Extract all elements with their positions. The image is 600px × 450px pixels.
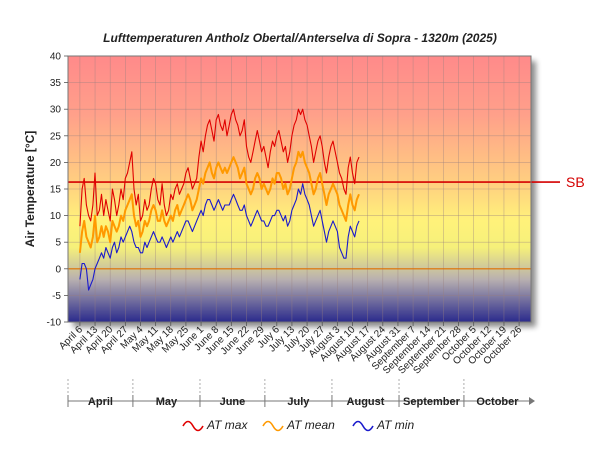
legend-swatch <box>182 420 204 432</box>
month-axis: April May June July August September October <box>67 379 535 408</box>
month-label: April <box>88 396 113 408</box>
legend-swatch <box>262 420 284 432</box>
y-tick-label: 5 <box>55 238 61 249</box>
y-tick-label: -10 <box>47 318 62 329</box>
y-tick-label: 25 <box>50 131 62 142</box>
y-tick-label: 40 <box>50 52 62 63</box>
series-lines <box>78 108 360 291</box>
month-label: October <box>476 396 519 408</box>
reference-lines <box>68 181 560 270</box>
month-label: June <box>220 396 246 408</box>
y-tick-label: 0 <box>55 264 61 275</box>
y-tick-label: 20 <box>50 158 62 169</box>
series-at-mean <box>78 150 360 253</box>
legend: AT max AT mean AT min <box>182 418 414 432</box>
legend-entry: AT max <box>206 418 248 432</box>
chart-title: Lufttemperaturen Antholz Obertal/Anterse… <box>103 31 497 45</box>
reference-line-label: SB <box>566 174 585 190</box>
month-label: May <box>156 396 178 408</box>
y-tick-label: 10 <box>50 211 62 222</box>
legend-entry: AT min <box>376 418 414 432</box>
y-tick-label: 35 <box>50 78 62 89</box>
y-tick-label: -5 <box>52 291 61 302</box>
month-label: August <box>347 396 385 408</box>
y-axis: -10 -5 0 5 10 15 20 25 30 35 40 <box>47 52 68 329</box>
month-label: September <box>403 396 461 408</box>
month-axis-arrow <box>529 397 535 405</box>
series-at-min <box>79 183 360 291</box>
legend-swatch <box>352 420 374 432</box>
month-label: July <box>287 396 310 408</box>
y-tick-label: 15 <box>50 185 62 196</box>
series-at-max <box>79 108 360 227</box>
y-axis-label: Air Temperature [°C] <box>23 131 37 248</box>
y-tick-label: 30 <box>50 105 62 116</box>
legend-entry: AT mean <box>286 418 335 432</box>
